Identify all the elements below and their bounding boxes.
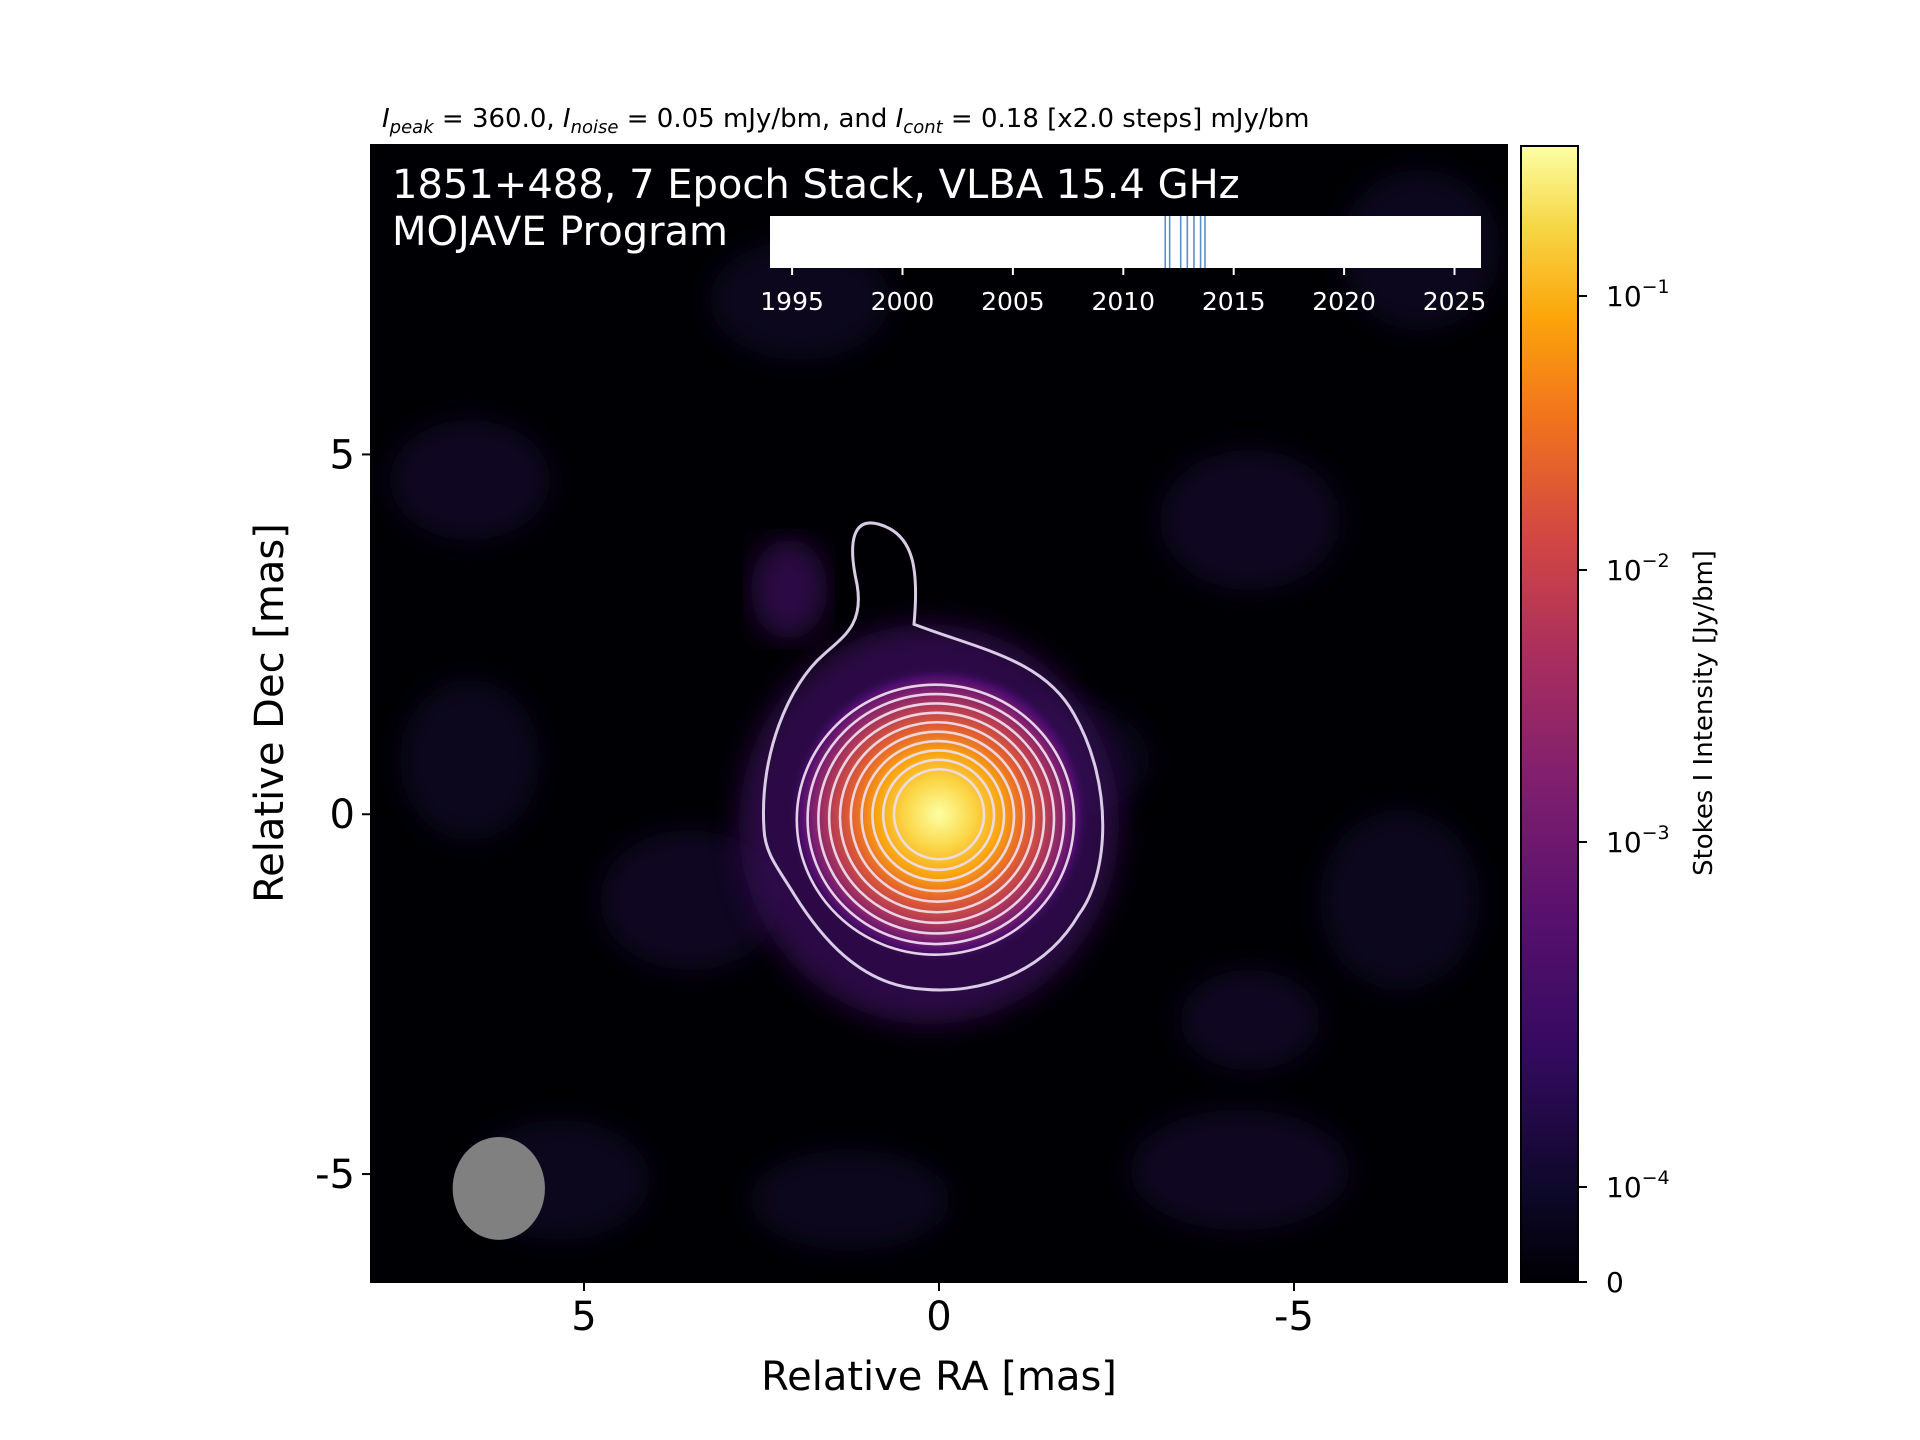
timeline-tick-label: 2005 [981,287,1045,316]
image-panel: 1851+488, 7 Epoch Stack, VLBA 15.4 GHz M… [370,144,1508,1283]
epoch-timeline: 1995 2000 2005 2010 2015 2020 2025 [760,216,1486,316]
colorbar-tick-label: 10−1 [1606,276,1670,313]
contour-level [838,720,1036,914]
colorbar-bar [1520,145,1579,1283]
x-tick-label: -5 [1274,1294,1314,1340]
contour-level [817,702,1056,935]
colorbar: 10−1 10−2 10−3 10−4 0 Stokes I Intensity [Jy… [1520,145,1719,1299]
y-axis-ticks: 5 0 -5 [315,432,371,1198]
contour-level [881,758,996,872]
y-tick-label: -5 [315,1152,355,1198]
contour-level [827,711,1046,925]
colorbar-ticks: 10−1 10−2 10−3 10−4 0 [1578,276,1670,1299]
colorbar-tick-label: 10−4 [1606,1167,1670,1204]
contour-level [860,739,1016,893]
x-axis-label: Relative RA [mas] [761,1354,1117,1400]
timeline-tick-label: 1995 [760,287,824,316]
colorbar-tick-label: 0 [1606,1266,1624,1299]
contour-level [892,767,986,861]
contour-set [761,521,1105,992]
x-axis-ticks: 5 0 -5 [571,1282,1314,1340]
x-tick-label: 5 [571,1294,596,1340]
epoch-lines [1164,216,1206,268]
contour-level [871,749,1006,882]
timeline-tick-label: 2025 [1423,287,1487,316]
timeline-ticks: 1995 2000 2005 2010 2015 2020 2025 [760,268,1486,316]
contour-level [795,683,1076,956]
timeline-tick-label: 2000 [871,287,935,316]
timeline-tick-label: 2015 [1202,287,1266,316]
top-title: Ipeak = 360.0, Inoise = 0.05 mJy/bm, and… [382,104,1309,138]
annotation-line2: MOJAVE Program [392,209,728,255]
x-tick-label: 0 [926,1294,951,1340]
y-tick-label: 0 [330,792,355,838]
colorbar-label: Stokes I Intensity [Jy/bm] [1689,550,1719,876]
colorbar-tick-label: 10−2 [1606,550,1670,587]
contour-level [849,730,1026,903]
y-tick-label: 5 [330,432,355,478]
jet-extension [751,539,827,640]
timeline-tick-label: 2010 [1091,287,1155,316]
beam-ellipse [452,1136,545,1240]
y-axis-label: Relative Dec [mas] [247,523,293,903]
timeline-box [770,216,1481,268]
contour-outer [761,521,1105,992]
colorbar-tick-label: 10−3 [1606,822,1670,859]
contour-level [806,692,1066,946]
timeline-tick-label: 2020 [1312,287,1376,316]
annotation-line1: 1851+488, 7 Epoch Stack, VLBA 15.4 GHz [392,162,1240,208]
